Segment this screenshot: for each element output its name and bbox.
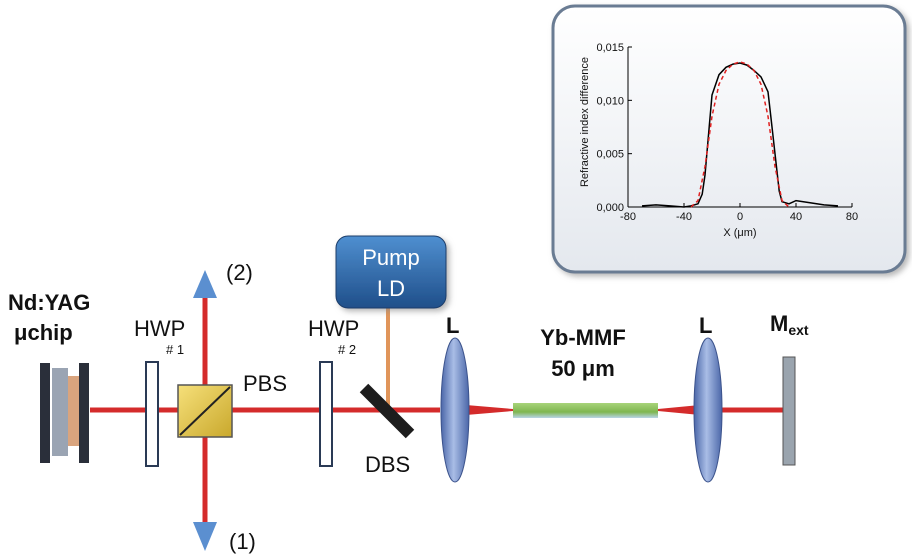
pump-label-line2: LD [377,276,405,301]
yb-multimode-fiber [513,403,658,418]
arrow-down-icon [193,522,217,551]
fiber-label-line2: 50 μm [551,356,615,381]
x-axis-title: X (μm) [723,227,756,239]
inset-panel [551,4,907,274]
y-tick-label: 0,005 [596,149,624,161]
lens-1-label: L [446,313,459,338]
dbs-label: DBS [365,452,410,477]
microchip-laser [40,363,89,463]
x-tick-label: 80 [846,211,858,223]
mirror-label-sub: ext [788,322,809,338]
polarizing-beam-splitter [177,384,233,438]
refractive-index-chart: -80 -40 0 40 80 0,000 0,005 0,010 0,015 X (μm) Ref… [579,42,858,239]
mirror-label-main: M [770,311,788,336]
pump-diode-box [335,235,447,309]
lens-2-label: L [699,313,712,338]
pbs-label: PBS [243,371,287,396]
mirror-label: Mext [770,311,809,338]
y-tick-label: 0,015 [596,42,624,54]
half-wave-plate-1 [145,361,159,467]
focus-cone-in [466,405,513,415]
pump-label-line1: Pump [362,245,419,270]
focus-cone-out [658,405,700,415]
port-2-label: (2) [226,260,253,285]
lens-2 [693,337,723,483]
port-1-label: (1) [229,529,256,554]
lens-1 [440,337,470,483]
y-tick-label: 0,010 [596,95,624,107]
fiber-label-line1: Yb-MMF [540,325,626,350]
dichroic-beam-splitter [359,383,415,439]
x-tick-label: 0 [737,211,743,223]
hwp2-label: HWP [308,316,359,341]
arrow-up-icon [193,270,217,298]
y-tick-label: 0,000 [596,202,624,214]
half-wave-plate-2 [319,361,333,467]
source-label-line1: Nd:YAG [8,290,90,315]
source-label-line2: μchip [14,320,73,345]
hwp1-number: # 1 [166,342,184,357]
y-axis-title: Refractive index difference [579,57,591,187]
hwp1-label: HWP [134,316,185,341]
x-tick-label: -80 [620,211,636,223]
hwp2-number: # 2 [338,342,356,357]
external-mirror [782,356,796,466]
x-tick-label: 40 [790,211,802,223]
x-tick-label: -40 [676,211,692,223]
